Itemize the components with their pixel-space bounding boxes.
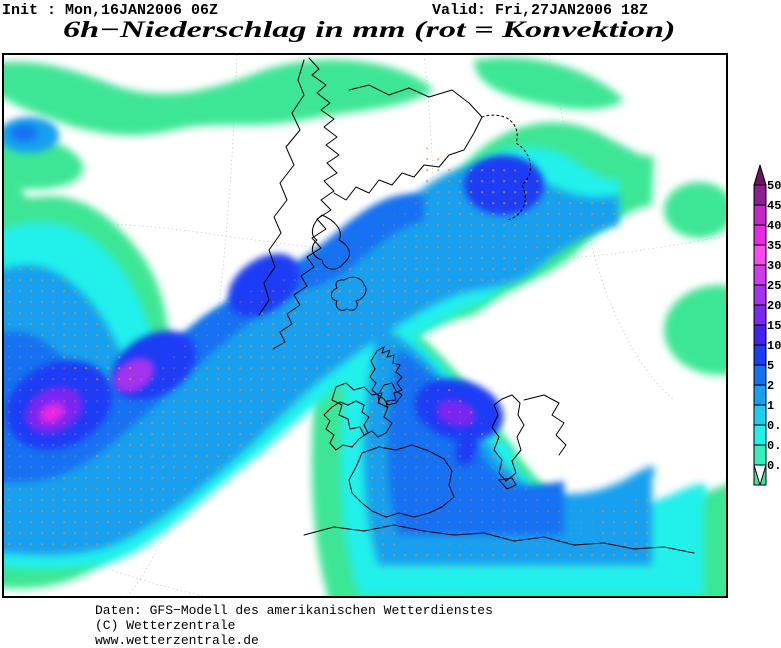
svg-text:40: 40 bbox=[767, 219, 781, 233]
svg-text:25: 25 bbox=[767, 279, 781, 293]
svg-text:30: 30 bbox=[767, 259, 781, 273]
svg-text:50: 50 bbox=[767, 179, 781, 193]
svg-text:2: 2 bbox=[767, 379, 774, 393]
svg-text:45: 45 bbox=[767, 199, 781, 213]
svg-text:5: 5 bbox=[767, 359, 774, 373]
svg-text:20: 20 bbox=[767, 299, 781, 313]
svg-text:0.1: 0.1 bbox=[767, 459, 781, 473]
svg-text:10: 10 bbox=[767, 339, 781, 353]
svg-text:15: 15 bbox=[767, 319, 781, 333]
svg-text:35: 35 bbox=[767, 239, 781, 253]
svg-text:1: 1 bbox=[767, 399, 774, 413]
svg-text:0.5: 0.5 bbox=[767, 419, 781, 433]
svg-text:0.2: 0.2 bbox=[767, 439, 781, 453]
